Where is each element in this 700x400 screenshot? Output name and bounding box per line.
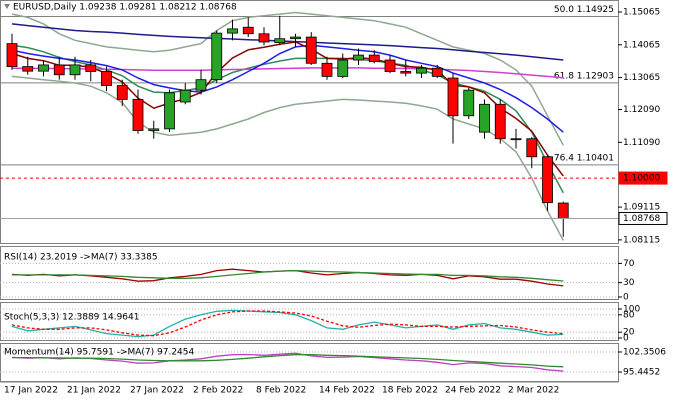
y-tick-label: 1.08115 <box>623 235 660 245</box>
candle-body <box>69 64 81 76</box>
y-tick-label: 1.13065 <box>623 73 660 83</box>
candle-body <box>353 54 364 61</box>
candle-body <box>416 67 427 74</box>
candle-body <box>557 202 569 219</box>
indicator-line <box>12 269 564 282</box>
y-tick-label: 1.14065 <box>623 40 660 50</box>
y-tick-label: 80 <box>623 310 635 320</box>
price-label: 1.08768 <box>623 214 660 224</box>
x-tick-label: 24 Feb 2022 <box>445 386 501 396</box>
candle-body <box>179 89 191 103</box>
candle-body <box>431 67 443 77</box>
candle-body <box>195 79 207 91</box>
candle-body <box>274 38 286 44</box>
candle-body <box>85 64 97 72</box>
candle-body <box>510 138 522 141</box>
candle-body <box>101 71 112 86</box>
indicator-line <box>11 309 564 338</box>
fib-label: 76.4 1.10401 <box>554 153 614 163</box>
candle-body <box>227 28 238 34</box>
y-tick-label: 1.12090 <box>623 105 660 115</box>
rsi-panel <box>0 246 619 300</box>
x-tick-label: 27 Jan 2022 <box>130 386 184 396</box>
stoch-panel <box>0 302 619 341</box>
candle-body <box>258 33 270 43</box>
candle-body <box>384 59 396 72</box>
x-tick-label: 2 Mar 2022 <box>508 386 559 396</box>
candle-body <box>321 62 333 77</box>
indicator-line <box>11 352 564 372</box>
candle-body <box>132 98 144 131</box>
candle-body <box>164 92 175 130</box>
price-label-box <box>618 171 668 185</box>
moving-average <box>11 44 564 133</box>
moving-average <box>11 75 564 241</box>
candle-body <box>368 54 380 63</box>
candle-body <box>337 59 349 77</box>
indicator-line <box>11 310 564 337</box>
x-tick-label: 17 Jan 2022 <box>4 386 58 396</box>
menu-icon <box>4 4 10 9</box>
candle-body <box>305 36 317 64</box>
moving-average <box>12 67 564 79</box>
candle-body <box>494 103 506 140</box>
y-tick-label: 0 <box>623 334 629 344</box>
y-tick-label: 70 <box>623 259 635 269</box>
x-tick-label: 21 Jan 2022 <box>67 386 121 396</box>
y-tick-label: 1.15065 <box>623 7 660 17</box>
y-tick-label: 95.4452 <box>623 368 660 378</box>
candle-body <box>116 85 128 100</box>
x-tick-label: 8 Feb 2022 <box>256 386 306 396</box>
y-tick-label: 1.11090 <box>623 138 660 148</box>
candle-body <box>211 32 223 81</box>
y-tick-label: 0 <box>623 293 629 303</box>
indicator-line <box>12 354 564 368</box>
panel-title: Stoch(5,3,3) 12.3889 14.9641 <box>4 313 139 323</box>
price-label: 1.10000 <box>623 174 660 184</box>
candle-body <box>542 156 553 204</box>
candle-body <box>400 71 412 74</box>
candle-body <box>479 103 490 133</box>
x-tick-label: 14 Feb 2022 <box>319 386 375 396</box>
candle-body <box>38 64 49 72</box>
y-tick-label: 20 <box>623 328 635 338</box>
candle-body <box>53 64 65 76</box>
candle-body <box>290 36 301 40</box>
candle-body <box>242 26 254 35</box>
fib-label: 61.8 1.12903 <box>554 71 614 81</box>
candle-body <box>22 66 34 72</box>
panel-title: RSI(14) 23.2019 ->MA(7) 33.3385 <box>4 253 158 263</box>
panel-title: EURUSD,Daily 1.09238 1.09281 1.08212 1.0… <box>13 3 237 13</box>
y-tick-label: 102.3506 <box>623 347 666 357</box>
x-tick-label: 2 Feb 2022 <box>193 386 243 396</box>
fib-label: 50.0 1.14925 <box>554 5 614 15</box>
candle-body <box>6 43 18 67</box>
candle-body <box>463 89 475 117</box>
y-tick-label: 1.09115 <box>623 203 660 213</box>
y-tick-label: 100 <box>623 305 640 315</box>
x-tick-label: 18 Feb 2022 <box>382 386 438 396</box>
moving-average <box>11 23 564 61</box>
main-panel <box>0 0 619 244</box>
candle-body <box>447 77 459 117</box>
price-label-box <box>618 211 668 225</box>
candle-body <box>526 138 538 158</box>
y-tick-label: 30 <box>623 278 635 288</box>
candle-body <box>148 128 160 131</box>
panel-title: Momentum(14) 95.7591 ->MA(7) 97.2454 <box>4 348 195 358</box>
